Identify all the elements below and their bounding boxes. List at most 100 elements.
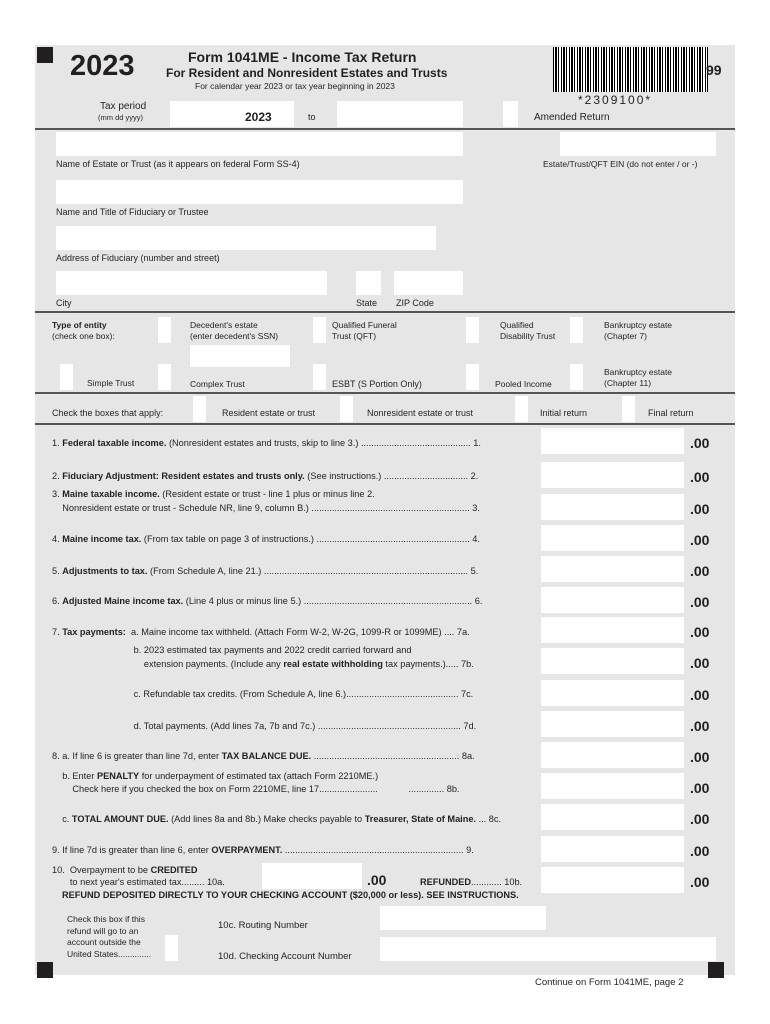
city-field[interactable] [56, 271, 327, 295]
foreign-account-line: Check this box if this [67, 914, 145, 924]
nonresident-label: Nonresident estate or trust [367, 408, 474, 418]
amount-field[interactable] [541, 462, 684, 488]
amount-field[interactable] [541, 804, 684, 830]
cents-label: .00 [690, 594, 710, 610]
qft-checkbox[interactable] [313, 317, 326, 343]
line-label: Check here if you checked the box on For… [52, 784, 459, 794]
form-code: 99 [706, 62, 722, 78]
amended-return-checkbox[interactable] [503, 101, 518, 127]
cents-label: .00 [690, 718, 710, 734]
line-label: extension payments. (Include any real es… [52, 659, 474, 669]
form-note: For calendar year 2023 or tax year begin… [195, 81, 395, 91]
bankruptcy-11-checkbox[interactable] [570, 364, 583, 390]
line-label: Nonresident estate or trust - Schedule N… [52, 503, 480, 513]
line-text: for underpayment of estimated tax (attac… [139, 771, 379, 781]
amount-field[interactable] [541, 867, 684, 893]
line-label: 4. Maine income tax. (From tax table on … [52, 534, 480, 544]
tax-period-label: Tax period [100, 101, 147, 112]
cents-label: .00 [690, 469, 710, 485]
fiduciary-field[interactable] [56, 180, 463, 204]
bk11-label: Bankruptcy estate [604, 367, 673, 377]
esbt-checkbox[interactable] [313, 364, 326, 390]
line-label: c. Refundable tax credits. (From Schedul… [52, 689, 474, 699]
amount-field[interactable] [541, 836, 684, 862]
line-label: b. 2023 estimated tax payments and 2022 … [52, 645, 412, 655]
nonresident-checkbox[interactable] [340, 396, 353, 422]
cents-label: .00 [690, 563, 710, 579]
amount-field[interactable] [541, 556, 684, 582]
decedent-label: Decedent's estate [190, 320, 258, 330]
tax-period-end-field[interactable] [337, 101, 463, 127]
line-text: ........................................… [311, 751, 475, 761]
simple-label: Simple Trust [87, 378, 135, 388]
foreign-account-line: United States.............. [67, 948, 152, 959]
line-label: 3. Maine taxable income. (Resident estat… [52, 489, 375, 499]
routing-label: 10c. Routing Number [218, 920, 308, 931]
amount-field[interactable] [541, 648, 684, 674]
foreign-account-checkbox[interactable] [165, 935, 178, 961]
line-text: (Line 4 plus or minus line 5.) .........… [183, 596, 483, 606]
estate-name-label: Name of Estate or Trust (as it appears o… [56, 159, 300, 169]
zip-field[interactable] [394, 271, 463, 295]
amount-field[interactable] [541, 680, 684, 706]
state-label: State [356, 298, 378, 308]
amount-field[interactable] [541, 773, 684, 799]
cents-label: .00 [690, 501, 710, 517]
credited-10a-field[interactable] [262, 863, 362, 889]
amount-field[interactable] [541, 617, 684, 643]
qdt-label: Qualified [500, 320, 534, 330]
bankruptcy-7-checkbox[interactable] [570, 317, 583, 343]
line-text: Tax payments: [62, 627, 126, 637]
decedent-sub: (enter decedent's SSN) [190, 331, 279, 341]
line-text: c. Refundable tax credits. (From Schedul… [52, 689, 474, 699]
account-label: 10d. Checking Account Number [218, 951, 352, 962]
ein-label: Estate/Trust/QFT EIN (do not enter / or … [543, 159, 698, 169]
address-field[interactable] [56, 226, 436, 250]
line-text: 2. [52, 471, 63, 481]
estate-name-field[interactable] [56, 132, 463, 156]
entity-sub: (check one box): [52, 331, 115, 341]
tax-period-start-field[interactable]: 2023 [170, 101, 294, 127]
cents-label: .00 [690, 435, 710, 451]
state-field[interactable] [356, 271, 381, 295]
line-label: 9. If line 7d is greater than line 6, en… [52, 845, 474, 855]
amount-field[interactable] [541, 428, 684, 454]
qdt-sub: Disability Trust [500, 331, 556, 341]
amount-field[interactable] [541, 587, 684, 613]
line-label: 7. Tax payments: a. Maine income tax wit… [52, 627, 470, 637]
final-return-checkbox[interactable] [622, 396, 635, 422]
initial-label: Initial return [540, 408, 588, 418]
decedent-ssn-field[interactable] [190, 345, 290, 367]
line-text: d. Total payments. (Add lines 7a, 7b and… [52, 721, 477, 731]
line-text: (Add lines 8a and 8b.) Make checks payab… [168, 814, 365, 824]
decedent-estate-checkbox[interactable] [158, 317, 171, 343]
line-text: Maine taxable income. [62, 489, 160, 499]
simple-trust-checkbox[interactable] [60, 364, 73, 390]
amount-field[interactable] [541, 711, 684, 737]
line-text: ........................................… [282, 845, 474, 855]
line-text: 1. [52, 438, 63, 448]
resident-checkbox[interactable] [193, 396, 206, 422]
line-text: b. Enter [52, 771, 97, 781]
pooled-income-checkbox[interactable] [466, 364, 479, 390]
initial-return-checkbox[interactable] [515, 396, 528, 422]
line-text: (Nonresident estates and trusts, skip to… [166, 438, 481, 448]
complex-trust-checkbox[interactable] [158, 364, 171, 390]
form-subtitle: For Resident and Nonresident Estates and… [166, 66, 448, 80]
line-text: TOTAL AMOUNT DUE. [71, 814, 169, 824]
ein-field[interactable] [560, 132, 716, 156]
amount-field[interactable] [541, 494, 684, 520]
cents-label: .00 [690, 874, 710, 890]
amount-field[interactable] [541, 742, 684, 768]
line-label: REFUND DEPOSITED DIRECTLY TO YOUR CHECKI… [62, 890, 519, 900]
amount-field[interactable] [541, 525, 684, 551]
barcode-text: *2309100* [578, 93, 653, 107]
fiduciary-label: Name and Title of Fiduciary or Trustee [56, 207, 209, 217]
routing-number-field[interactable] [380, 906, 546, 930]
qdt-checkbox[interactable] [466, 317, 479, 343]
account-number-field[interactable] [380, 937, 716, 961]
bk7-label: Bankruptcy estate [604, 320, 673, 330]
line-text: a. Maine income tax withheld. (Attach Fo… [125, 627, 470, 637]
registration-mark [708, 962, 724, 978]
cents-label: .00 [690, 687, 710, 703]
